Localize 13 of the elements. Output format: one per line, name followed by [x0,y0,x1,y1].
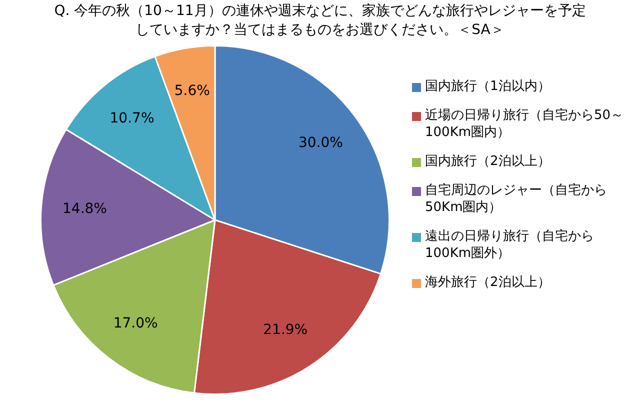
legend-label: 自宅周辺のレジャー（自宅から50Km圏内） [425,182,608,216]
data-label: 21.9% [263,322,308,338]
legend-label: 遠出の日帰り旅行（自宅から100Km圏外） [425,228,595,262]
data-label: 17.0% [113,315,158,332]
data-label: 10.7% [110,110,154,127]
legend-label: 国内旅行（1泊以内） [425,78,550,95]
legend-label: 近場の日帰り旅行（自宅から50～100Km圏内） [425,107,625,141]
data-label: 5.6% [174,82,210,99]
data-label: 14.8% [62,200,107,217]
legend-label: 海外旅行（2泊以上） [425,274,550,291]
data-label: 30.0% [298,134,343,151]
chart-title: Q. 今年の秋（10～11月）の連休や週末などに、家族でどんな旅行やレジャーを予定していますか？当てはまるものをお選びください。＜SA＞ [53,2,587,40]
legend-label: 国内旅行（2泊以上） [425,153,550,170]
